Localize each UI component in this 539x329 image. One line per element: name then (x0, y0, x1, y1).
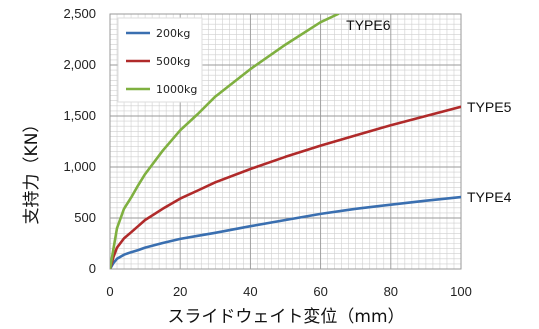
series-end-label-TYPE5: TYPE5 (467, 99, 512, 115)
legend-label: 1000kg (156, 83, 197, 96)
series-end-label-TYPE4: TYPE4 (467, 189, 512, 205)
x-tick-label: 100 (450, 284, 472, 299)
y-tick-label: 500 (74, 210, 96, 225)
x-tick-label: 40 (243, 284, 257, 299)
series-line-1000kg (110, 14, 340, 269)
legend-label: 500kg (156, 55, 190, 68)
y-axis-title: 支持力（KN） (22, 116, 42, 225)
x-axis-title: スライドウェイト変位（mm） (167, 307, 404, 327)
y-tick-label: 2,000 (63, 57, 96, 72)
x-tick-label: 80 (384, 284, 398, 299)
series-lines (110, 14, 461, 269)
legend: 200kg 500kg 1000kg (117, 17, 203, 103)
y-tick-label: 1,000 (63, 159, 96, 174)
y-tick-label: 1,500 (63, 108, 96, 123)
series-line-500kg (110, 105, 461, 269)
y-tick-label: 2,500 (63, 6, 96, 21)
x-tick-label: 0 (106, 284, 113, 299)
x-tick-label: 60 (313, 284, 327, 299)
series-end-labels: TYPE4 TYPE5 TYPE6 (346, 17, 511, 205)
x-tick-label: 20 (173, 284, 187, 299)
plot-area (109, 13, 462, 270)
series-line-200kg (110, 195, 461, 269)
legend-label: 200kg (156, 27, 190, 40)
y-axis-ticks: 0 500 1,000 1,500 2,000 2,500 (63, 6, 96, 276)
x-axis-ticks: 0 20 40 60 80 100 (106, 284, 471, 299)
series-end-label-TYPE6: TYPE6 (346, 17, 391, 33)
y-tick-label: 0 (89, 261, 96, 276)
